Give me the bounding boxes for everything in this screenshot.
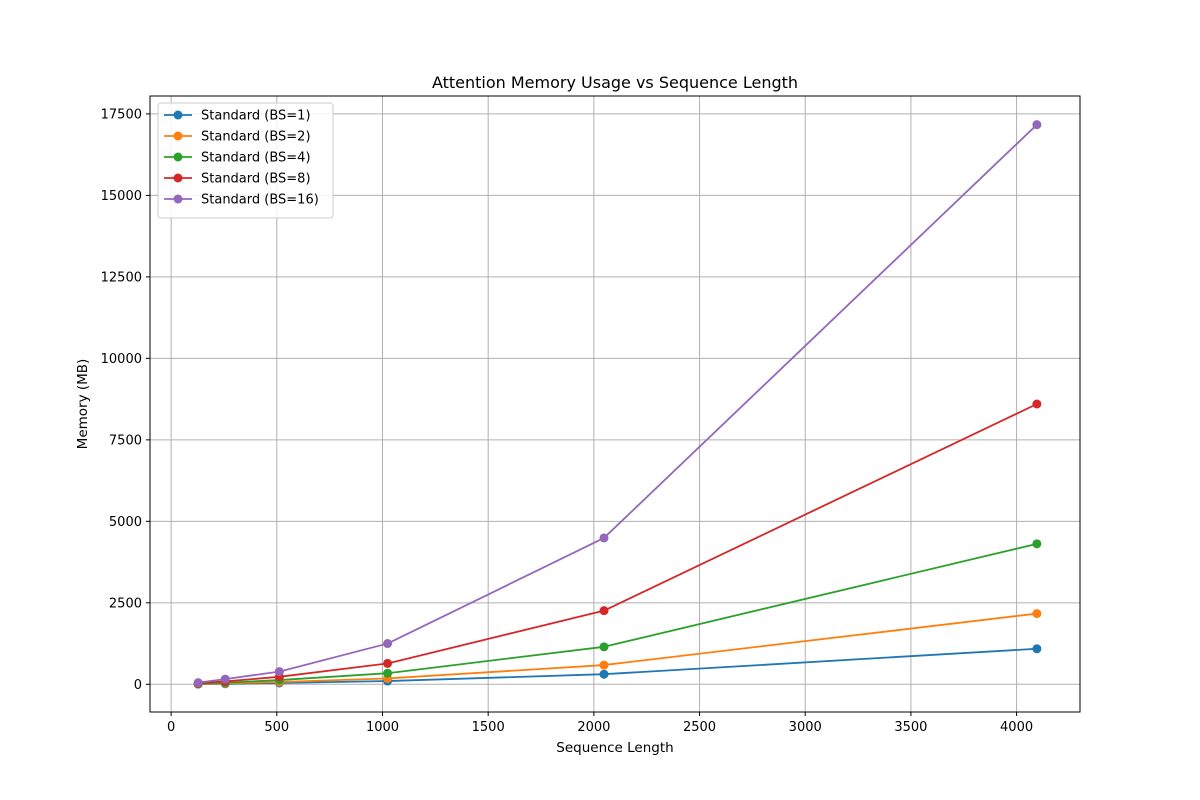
legend-swatch-marker	[173, 131, 183, 141]
legend: Standard (BS=1) Standard (BS=2) Standard (…	[157, 102, 334, 219]
legend-swatch-marker	[173, 152, 183, 162]
data-point	[274, 667, 284, 677]
series-line	[198, 403, 1038, 685]
series-5	[193, 120, 1042, 688]
x-tick-label: 1000	[366, 720, 399, 735]
data-point	[1032, 609, 1042, 619]
y-tick-label: 5000	[109, 515, 142, 530]
x-tick-label: 3000	[789, 720, 822, 735]
x-tick-label: 4000	[1000, 720, 1033, 735]
data-point	[599, 642, 609, 652]
data-point	[1032, 120, 1042, 130]
series-layer	[193, 120, 1042, 689]
legend-swatch-marker	[173, 110, 183, 120]
x-axis-label: Sequence Length	[556, 740, 673, 756]
legend-entry: Standard (BS=4)	[164, 151, 311, 166]
x-tick-label: 1500	[472, 720, 505, 735]
y-tick-label: 0	[134, 678, 142, 693]
legend-entry: Standard (BS=2)	[164, 130, 311, 145]
y-tick-label: 12500	[101, 270, 142, 285]
y-tick-label: 7500	[109, 433, 142, 448]
data-point	[599, 606, 609, 616]
x-tick-label: 500	[264, 720, 289, 735]
legend-label: Standard (BS=16)	[201, 193, 319, 208]
data-point	[383, 639, 393, 649]
data-point	[599, 669, 609, 679]
legend-label: Standard (BS=2)	[201, 130, 311, 145]
axis-ticks: 0 500 1000 1500 2000 2500 3000 3500 4000 0 2500 500…	[101, 107, 1033, 735]
data-point	[220, 674, 230, 684]
x-tick-label: 2500	[683, 720, 716, 735]
grid	[150, 96, 1080, 712]
x-tick-label: 0	[167, 720, 175, 735]
legend-label: Standard (BS=4)	[201, 151, 311, 166]
chart-title: Attention Memory Usage vs Sequence Lengt…	[432, 73, 798, 92]
data-point	[1032, 539, 1042, 549]
x-tick-label: 3500	[894, 720, 927, 735]
legend-swatch-marker	[173, 173, 183, 183]
data-point	[1032, 399, 1042, 409]
plot-frame	[149, 95, 1081, 713]
legend-entry: Standard (BS=8)	[164, 172, 311, 187]
data-point	[1032, 644, 1042, 654]
legend-label: Standard (BS=8)	[201, 172, 311, 187]
data-point	[599, 533, 609, 543]
legend-swatch-marker	[173, 194, 183, 204]
legend-entry: Standard (BS=1)	[164, 109, 311, 124]
y-tick-label: 15000	[101, 189, 142, 204]
y-axis-label: Memory (MB)	[75, 359, 91, 450]
y-tick-label: 10000	[101, 352, 142, 367]
series-line	[198, 124, 1038, 684]
legend-label: Standard (BS=1)	[201, 109, 311, 124]
data-point	[193, 678, 203, 688]
series-line	[198, 542, 1038, 685]
y-tick-label: 2500	[109, 596, 142, 611]
data-point	[383, 658, 393, 668]
legend-entry: Standard (BS=16)	[164, 193, 319, 208]
x-tick-label: 2000	[577, 720, 610, 735]
data-point	[383, 668, 393, 678]
data-point	[599, 660, 609, 670]
legend-frame	[157, 102, 334, 219]
y-tick-label: 17500	[101, 107, 142, 122]
